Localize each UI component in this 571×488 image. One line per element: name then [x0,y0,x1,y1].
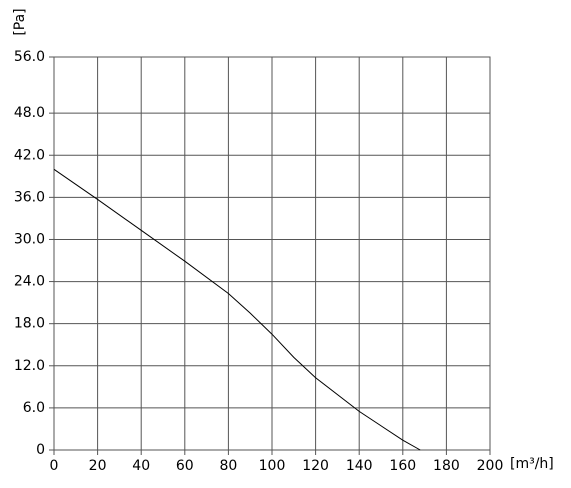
y-tick-label: 24.0 [14,274,45,290]
y-tick-label: 36.0 [14,189,45,205]
y-tick-label: 18.0 [14,316,45,332]
x-tick-label: 20 [89,458,107,474]
y-tick-label: 56.0 [14,49,45,65]
y-tick-label: 6.0 [23,400,45,416]
x-tick-label: 140 [346,458,373,474]
x-tick-label: 160 [389,458,416,474]
y-tick-label: 0 [36,442,45,458]
x-tick-label: 80 [219,458,237,474]
x-tick-label: 200 [477,458,504,474]
x-tick-label: 100 [259,458,286,474]
x-tick-label: 60 [176,458,194,474]
x-tick-label: 40 [132,458,150,474]
y-axis-label: [Pa] [12,8,28,35]
plot-frame [53,56,491,451]
x-axis-label: [m³/h] [510,456,554,472]
x-tick-label: 120 [302,458,329,474]
y-tick-label: 48.0 [14,105,45,121]
y-tick-label: 42.0 [14,147,45,163]
x-tick-label: 0 [50,458,59,474]
curve [53,168,421,451]
x-tick-label: 180 [433,458,460,474]
y-tick-label: 12.0 [14,358,45,374]
y-tick-label: 30.0 [14,231,45,247]
